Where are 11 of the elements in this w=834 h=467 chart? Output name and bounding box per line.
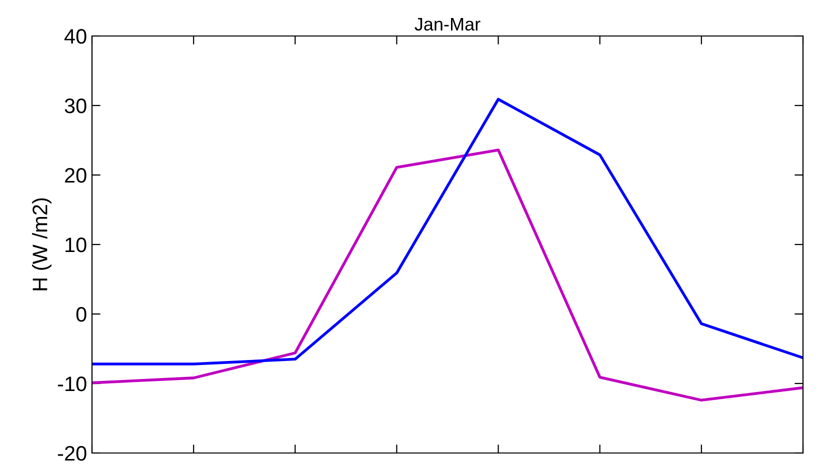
y-tick-label: 10 bbox=[66, 238, 86, 252]
y-tick-label: 0 bbox=[76, 307, 86, 322]
y-tick-label: -10 bbox=[58, 376, 86, 392]
y-axis-title: H (W /m2) bbox=[32, 198, 52, 290]
y-tick-label: 40 bbox=[64, 29, 86, 44]
line-series bbox=[92, 148, 803, 402]
y-tick-label: 20 bbox=[65, 168, 86, 183]
y-tick-label: -20 bbox=[58, 446, 86, 461]
chart-title: Jan-Mar bbox=[414, 18, 480, 31]
y-tick-label: 30 bbox=[64, 98, 86, 114]
line-series bbox=[92, 98, 803, 366]
